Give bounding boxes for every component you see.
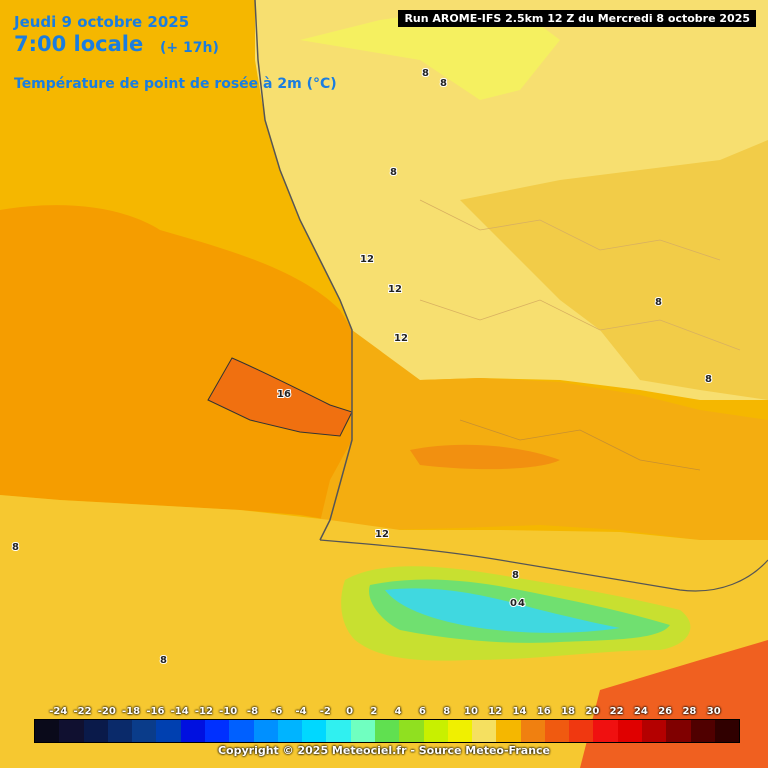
contour-label: 8 <box>440 78 447 89</box>
legend-tick-label: -12 <box>194 706 213 717</box>
legend-tick-label: 26 <box>658 706 673 717</box>
sea-warm-zone <box>0 205 352 521</box>
legend-tick-label: 30 <box>706 706 721 717</box>
legend-tick-label: -4 <box>295 706 307 717</box>
coastline <box>254 0 353 541</box>
legend-tick-label: -10 <box>219 706 238 717</box>
legend-color-cell <box>253 720 278 742</box>
legend-color-cell <box>520 720 545 742</box>
pyrenees-border <box>319 539 768 592</box>
legend-color-cell <box>617 720 643 742</box>
contour-label: 12 <box>394 333 408 344</box>
legend-tick-label: 14 <box>512 706 527 717</box>
forecast-time: 7:00 locale <box>14 32 144 56</box>
legend-tick-label: -8 <box>246 706 259 717</box>
legend-tick-label: 22 <box>609 706 624 717</box>
legend-color-cell <box>107 720 133 742</box>
legend-tick-label: 24 <box>633 706 648 717</box>
contour-label: 16 <box>277 389 291 400</box>
legend-tick-label: 18 <box>561 706 576 717</box>
contour-label: 8 <box>512 570 519 581</box>
legend-color-cell <box>302 720 327 742</box>
legend-tick-label: 16 <box>536 706 551 717</box>
land-east <box>460 140 768 400</box>
legend-color-cell <box>496 720 521 742</box>
contour-label: 12 <box>360 254 374 265</box>
legend-color-cell <box>374 720 400 742</box>
land-warm-patch <box>410 444 560 470</box>
legend-color-cell <box>156 720 181 742</box>
region-boundary <box>419 199 721 261</box>
legend-tick-label: 0 <box>346 706 354 717</box>
legend-color-cell <box>423 720 448 742</box>
legend-tick-label: -20 <box>97 706 116 717</box>
contour-label: 8 <box>422 68 429 79</box>
contour-label: 0 <box>510 598 517 609</box>
land-southwest <box>320 330 768 540</box>
legend-color-cell <box>690 720 715 742</box>
contour-label: 8 <box>655 297 662 308</box>
contour-label: 8 <box>705 374 712 385</box>
legend-color-cell <box>326 720 351 742</box>
legend-tick-label: 6 <box>418 706 426 717</box>
legend-color-cell <box>350 720 375 742</box>
legend-tick-label: -22 <box>73 706 92 717</box>
pyrenees-cold-zone <box>385 588 620 633</box>
legend-color-cell <box>35 720 60 742</box>
run-info-banner: Run AROME-IFS 2.5km 12 Z du Mercredi 8 o… <box>398 10 756 27</box>
legend-color-cell <box>83 720 108 742</box>
land-north-cooler <box>300 10 560 100</box>
legend-tick-label: 8 <box>443 706 451 717</box>
forecast-lead-time: (+ 17h) <box>160 40 219 56</box>
legend-color-cell <box>666 720 691 742</box>
contour-label: 8 <box>160 655 167 666</box>
sea-16c-zone <box>207 357 353 437</box>
legend-tick-label: -6 <box>271 706 283 717</box>
legend-tick-label: -24 <box>49 706 68 717</box>
parameter-title: Température de point de rosée à 2m (°C) <box>14 76 337 92</box>
contour-label: 12 <box>375 529 389 540</box>
legend-tick-label: 10 <box>463 706 478 717</box>
contour-label: 8 <box>390 167 397 178</box>
legend-tick-label: -2 <box>319 706 331 717</box>
copyright-footer: Copyright © 2025 Meteociel.fr - Source M… <box>217 744 551 757</box>
contour-label: 12 <box>388 284 402 295</box>
legend-tick-label: 4 <box>394 706 402 717</box>
legend-color-cell <box>642 720 667 742</box>
legend-color-cell <box>204 720 230 742</box>
legend-color-cell <box>399 720 424 742</box>
legend-tick-label: -18 <box>122 706 141 717</box>
legend-tick-label: -16 <box>146 706 165 717</box>
legend-color-cell <box>229 720 254 742</box>
contour-label: 4 <box>518 598 525 609</box>
color-legend-bar <box>34 719 740 743</box>
legend-color-cell <box>447 720 473 742</box>
legend-color-cell <box>277 720 303 742</box>
legend-color-cell <box>132 720 157 742</box>
forecast-date: Jeudi 9 octobre 2025 <box>14 13 190 31</box>
legend-color-cell <box>593 720 618 742</box>
legend-color-cell <box>569 720 594 742</box>
region-boundary <box>419 299 741 351</box>
region-boundary <box>459 419 701 471</box>
legend-tick-label: 28 <box>682 706 697 717</box>
legend-tick-label: 2 <box>370 706 378 717</box>
legend-color-cell <box>59 720 84 742</box>
legend-tick-label: -14 <box>170 706 189 717</box>
legend-tick-label: 12 <box>488 706 503 717</box>
legend-color-cell <box>714 720 740 742</box>
legend-tick-label: 20 <box>585 706 600 717</box>
legend-color-cell <box>180 720 205 742</box>
legend-color-cell <box>544 720 570 742</box>
legend-color-cell <box>472 720 497 742</box>
contour-label: 8 <box>12 542 19 553</box>
